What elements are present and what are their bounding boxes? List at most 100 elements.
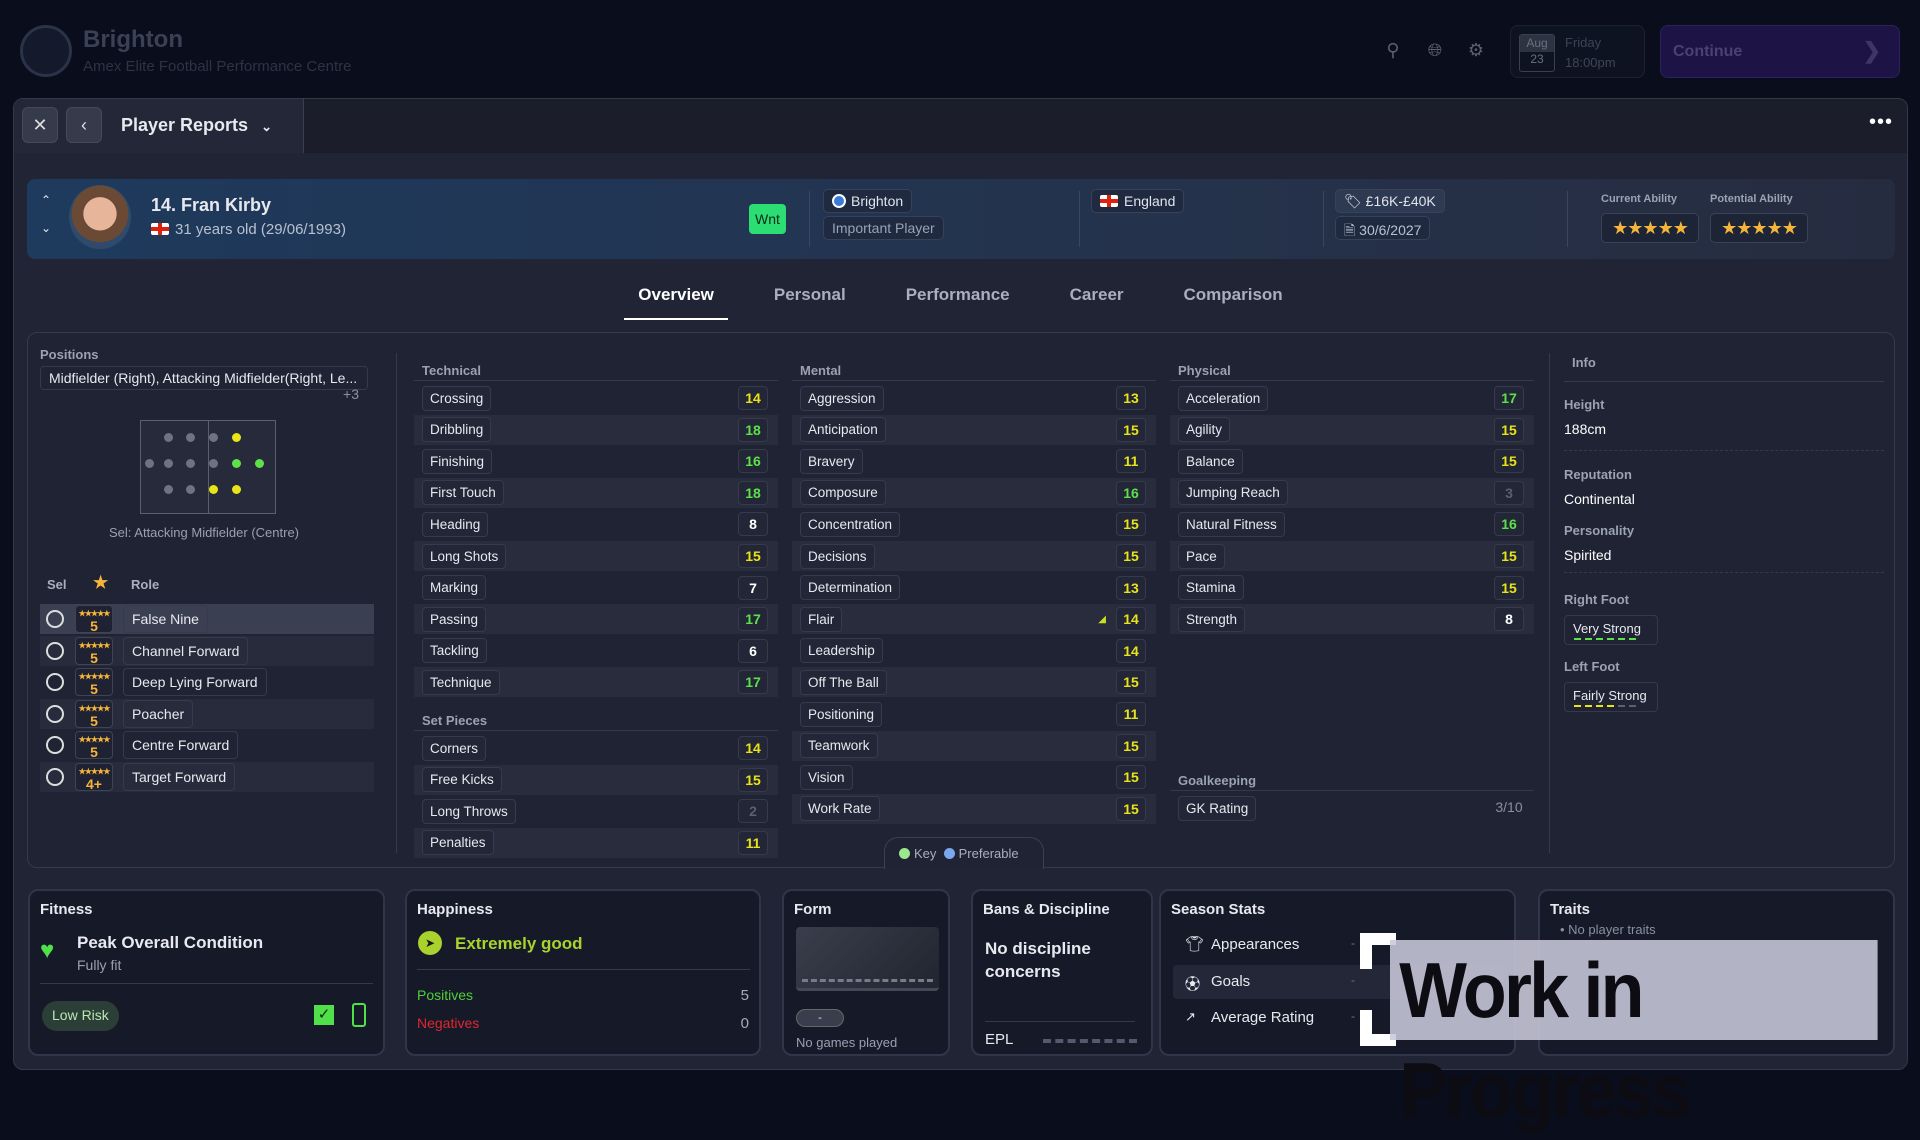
attribute-row[interactable]: Flair ◢ 14 (792, 604, 1156, 635)
attribute-row[interactable]: Passing 17 (414, 604, 778, 635)
tab-overview[interactable]: Overview (624, 277, 728, 320)
attribute-row[interactable]: Technique 17 (414, 667, 778, 698)
positions-more-count: +3 (343, 386, 359, 402)
previous-player-icon[interactable]: ⌃ (41, 193, 52, 207)
role-row[interactable]: ★★★★★ 5 Poacher (40, 698, 374, 729)
next-player-icon[interactable]: ⌄ (41, 221, 52, 235)
gear-icon[interactable]: ⚙ (1467, 40, 1485, 60)
close-button[interactable]: ✕ (22, 107, 58, 143)
attribute-row[interactable]: Stamina 15 (1170, 573, 1534, 603)
attribute-row[interactable]: Teamwork 15 (792, 730, 1156, 761)
role-select-radio[interactable] (46, 641, 64, 660)
attribute-row[interactable]: Natural Fitness 16 (1170, 509, 1534, 539)
attribute-row[interactable]: Off The Ball 15 (792, 667, 1156, 698)
role-stars-icon: ★★★★★ (78, 609, 111, 618)
positions-summary[interactable]: Midfielder (Right), Attacking Midfielder… (40, 366, 368, 402)
happiness-card[interactable]: Happiness ➤ Extremely good Positives 5 N… (405, 889, 761, 1056)
position-dot[interactable] (185, 459, 195, 468)
more-options-icon[interactable]: ••• (1868, 111, 1893, 133)
attribute-row[interactable]: GK Rating 3/10 (1170, 793, 1534, 823)
role-name: False Nine (123, 605, 208, 633)
info-title: Info (1572, 355, 1596, 370)
position-dot[interactable] (232, 433, 242, 442)
chevron-right-icon: ❯ (1862, 38, 1881, 63)
goals-label: Goals (1211, 973, 1251, 990)
attribute-row[interactable]: Concentration 15 (792, 509, 1156, 539)
attribute-name: Agility (1178, 417, 1231, 443)
position-dot[interactable] (164, 485, 174, 494)
attribute-row[interactable]: First Touch 18 (414, 477, 778, 508)
player-name[interactable]: 14. Fran Kirby (151, 195, 272, 215)
attribute-row[interactable]: Long Shots 15 (414, 541, 778, 571)
attribute-row[interactable]: Heading 8 (414, 509, 778, 539)
attribute-row[interactable]: Vision 15 (792, 762, 1156, 792)
position-dot[interactable] (185, 433, 195, 442)
attribute-row[interactable]: Work Rate 15 (792, 793, 1156, 824)
search-icon[interactable]: ⚲ (1386, 40, 1400, 60)
attribute-row[interactable]: Long Throws 2 (414, 796, 778, 826)
position-dot[interactable] (255, 459, 265, 468)
position-dot[interactable] (209, 433, 218, 442)
back-button[interactable]: ‹ (66, 107, 102, 143)
role-row[interactable]: ★★★★★ 5 Centre Forward (40, 730, 374, 760)
attribute-row[interactable]: Crossing 14 (414, 383, 778, 413)
bans-card[interactable]: Bans & Discipline No discipline concerns… (971, 889, 1153, 1056)
attribute-row[interactable]: Acceleration 17 (1170, 383, 1534, 413)
attribute-row[interactable]: Pace 15 (1170, 541, 1534, 571)
role-row[interactable]: ★★★★★ 5 Deep Lying Forward (40, 667, 374, 697)
position-dot[interactable] (145, 459, 155, 468)
club-chip[interactable]: Brighton (823, 189, 913, 213)
window-title-dropdown[interactable]: Player Reports ⌄ (121, 115, 272, 136)
tab-performance[interactable]: Performance (905, 285, 1010, 304)
tab-personal[interactable]: Personal (773, 285, 846, 304)
attribute-row[interactable]: Aggression 13 (792, 383, 1156, 413)
position-dot[interactable] (164, 433, 174, 442)
tab-comparison[interactable]: Comparison (1183, 285, 1283, 304)
role-row[interactable]: ★★★★★ 5 False Nine (40, 604, 374, 634)
attribute-row[interactable]: Composure 16 (792, 477, 1156, 508)
continue-button[interactable]: Continue ❯ (1660, 25, 1900, 78)
form-card[interactable]: Form - No games played (782, 889, 950, 1056)
nationality-chip[interactable]: England (1091, 189, 1185, 213)
attribute-row[interactable]: Balance 15 (1170, 446, 1534, 476)
attribute-row[interactable]: Agility 15 (1170, 414, 1534, 445)
fitness-card[interactable]: Fitness ♥ Peak Overall Condition Fully f… (28, 889, 385, 1056)
attribute-row[interactable]: Finishing 16 (414, 446, 778, 476)
role-select-radio[interactable] (46, 673, 64, 692)
attribute-row[interactable]: Dribbling 18 (414, 414, 778, 445)
attribute-row[interactable]: Anticipation 15 (792, 414, 1156, 445)
position-dot[interactable] (232, 485, 242, 494)
attribute-row[interactable]: Strength 8 (1170, 604, 1534, 635)
role-select-radio[interactable] (46, 736, 64, 755)
role-stars-icon: ★★★★★ (78, 735, 111, 745)
attribute-value: 18 (738, 480, 768, 505)
role-select-radio[interactable] (46, 704, 64, 723)
attribute-row[interactable]: Tackling 6 (414, 636, 778, 666)
player-report-window: ✕ ‹ Player Reports ⌄ ••• ⌃ ⌄ 14. Fran Ki… (13, 98, 1908, 1070)
role-row[interactable]: ★★★★★ 5 Channel Forward (40, 635, 374, 666)
attribute-row[interactable]: Corners 14 (414, 733, 778, 763)
attribute-row[interactable]: Decisions 15 (792, 541, 1156, 571)
position-dot[interactable] (164, 459, 174, 468)
attribute-row[interactable]: Jumping Reach 3 (1170, 477, 1534, 508)
fitness-title: Fitness (40, 901, 93, 918)
role-select-radio[interactable] (46, 768, 64, 786)
attribute-row[interactable]: Determination 13 (792, 573, 1156, 603)
tab-career[interactable]: Career (1069, 285, 1124, 304)
position-dot[interactable] (232, 459, 242, 468)
attribute-row[interactable]: Leadership 14 (792, 636, 1156, 666)
role-row[interactable]: ★★★★★ 4+ Target Forward (40, 762, 374, 792)
attribute-row[interactable]: Penalties 11 (414, 827, 778, 858)
globe-icon[interactable]: 🌐︎ (1427, 40, 1443, 60)
attribute-row[interactable]: Positioning 11 (792, 699, 1156, 729)
role-select-radio[interactable] (46, 610, 64, 628)
attribute-row[interactable]: Free Kicks 15 (414, 764, 778, 795)
attribute-row[interactable]: Bravery 11 (792, 446, 1156, 476)
date-widget[interactable]: Aug 23 Friday 18:00pm (1510, 25, 1645, 78)
player-card: ⌃ ⌄ 14. Fran Kirby 31 years old (29/06/1… (27, 179, 1895, 259)
attribute-row[interactable]: Marking 7 (414, 573, 778, 603)
position-dot[interactable] (185, 485, 195, 494)
position-dot[interactable] (209, 459, 218, 468)
position-pitch-map[interactable] (140, 420, 276, 514)
position-dot[interactable] (209, 485, 218, 494)
